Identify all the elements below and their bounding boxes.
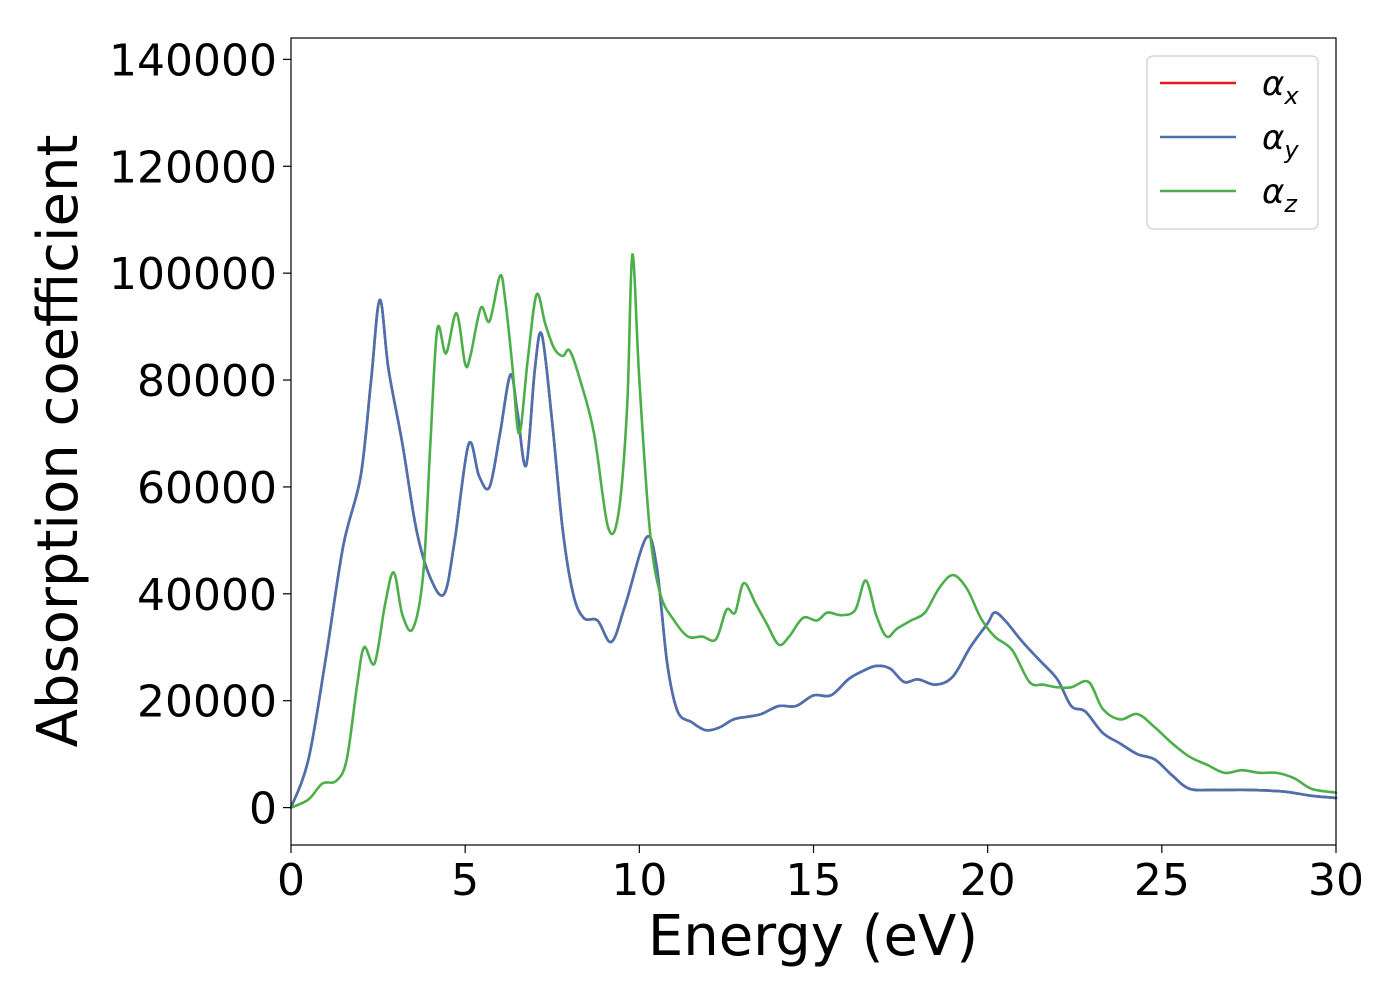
y-tick-label: 40000 <box>137 570 277 621</box>
x-axis-title: Energy (eV) <box>648 904 978 969</box>
x-tick-label: 10 <box>611 855 667 906</box>
y-tick-label: 20000 <box>137 677 277 728</box>
x-axis-ticks: 0 5 10 15 20 25 30 <box>277 845 1364 906</box>
x-tick-label: 30 <box>1308 855 1364 906</box>
y-tick-label: 140000 <box>109 35 277 86</box>
y-tick-label: 80000 <box>137 356 277 407</box>
legend-label-x: αx <box>1262 64 1299 110</box>
x-tick-label: 20 <box>960 855 1016 906</box>
x-tick-label: 15 <box>786 855 842 906</box>
y-tick-label: 100000 <box>109 249 277 300</box>
y-axis-ticks: 0 20000 40000 60000 80000 100000 120000 140000 <box>109 35 291 835</box>
series-line-z <box>289 253 1338 809</box>
plot-lines <box>289 253 1338 809</box>
y-tick-label: 0 <box>249 784 277 835</box>
legend-label-z: αz <box>1262 172 1298 218</box>
series-line-y <box>289 298 1338 809</box>
legend-label-y: αy <box>1262 118 1299 164</box>
y-tick-label: 60000 <box>137 463 277 514</box>
x-tick-label: 0 <box>277 855 305 906</box>
y-axis-title: Absorption coefficient <box>26 135 91 748</box>
legend: αx αy αz <box>1146 55 1319 230</box>
x-tick-label: 25 <box>1134 855 1190 906</box>
legend-box <box>1146 55 1319 230</box>
x-tick-label: 5 <box>451 855 479 906</box>
y-tick-label: 120000 <box>109 142 277 193</box>
